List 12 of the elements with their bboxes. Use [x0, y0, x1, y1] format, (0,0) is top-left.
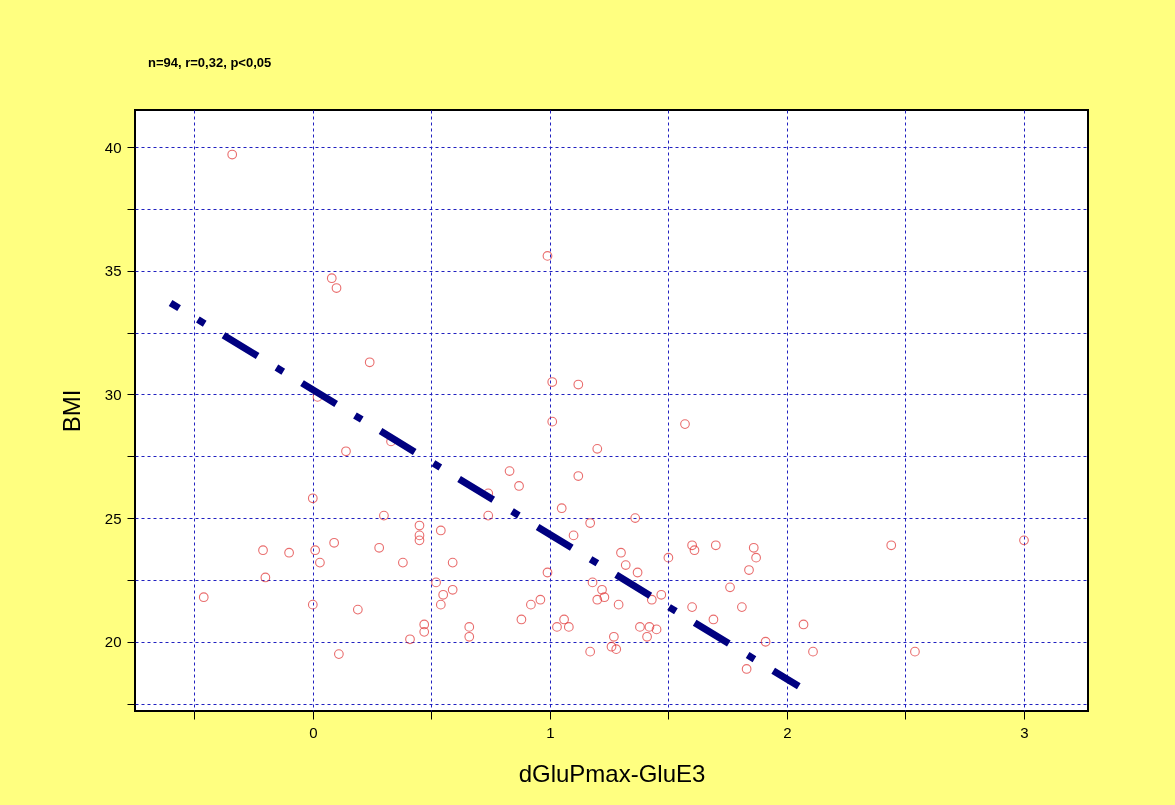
x-tick-label: 1 [546, 723, 555, 741]
x-axis-title: dGluPmax-GluE3 [518, 759, 706, 787]
y-tick-label: 30 [104, 385, 122, 403]
x-tick-label: 2 [783, 723, 792, 741]
x-tick-label: 3 [1020, 723, 1029, 741]
y-tick-label: 40 [104, 138, 122, 156]
y-tick-label: 35 [104, 262, 122, 280]
x-tick-label: 0 [309, 723, 318, 741]
y-tick-label: 20 [104, 633, 122, 651]
y-tick-label: 25 [104, 509, 122, 527]
chart-title: n=94, r=0,32, p<0,05 [148, 55, 272, 70]
y-axis-title: BMI [57, 389, 85, 433]
